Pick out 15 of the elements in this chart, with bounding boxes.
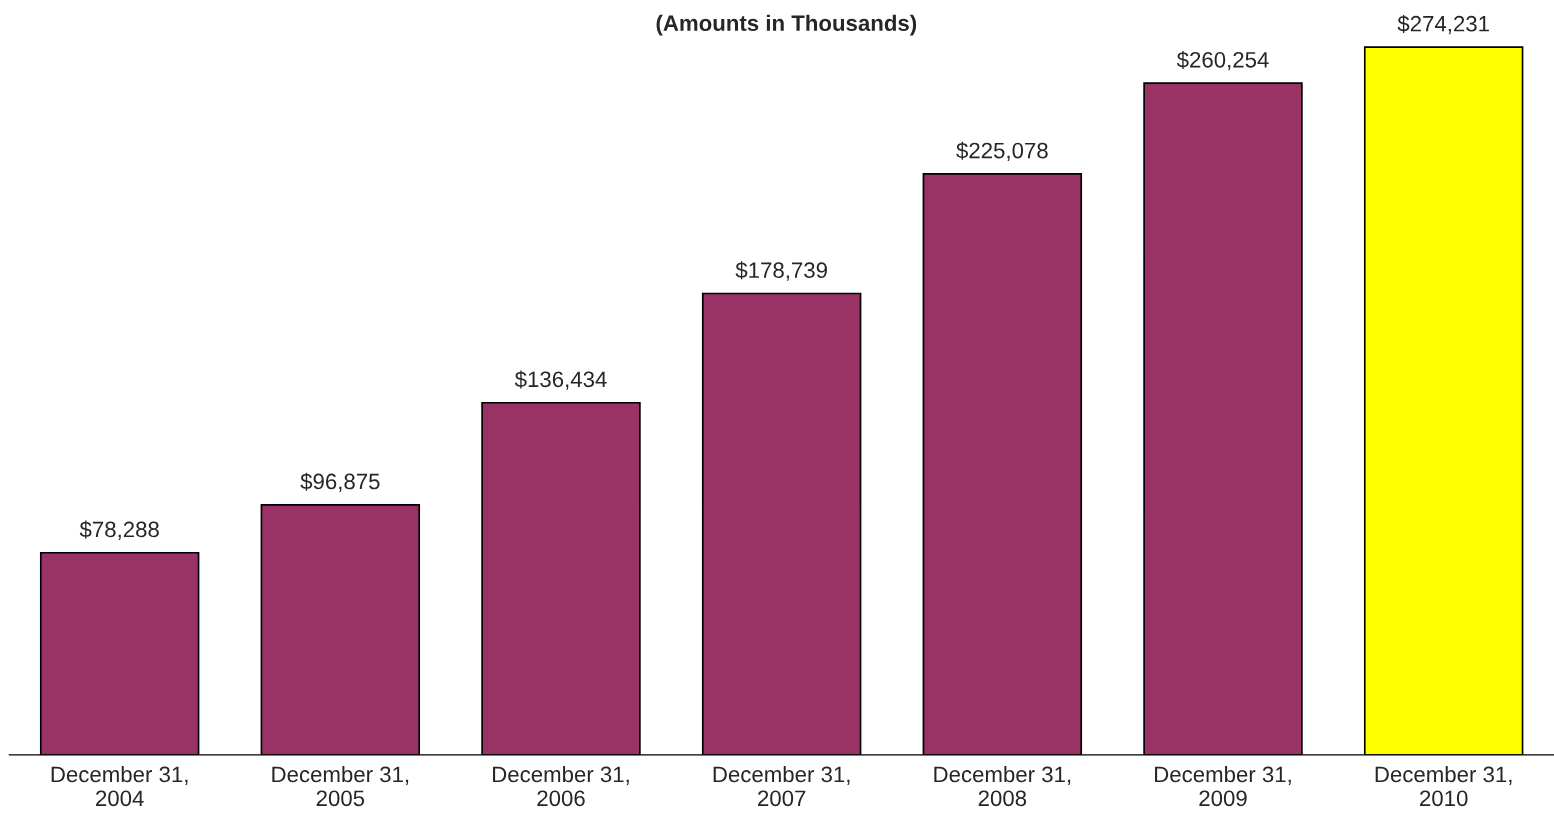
data-label: $260,254 bbox=[1176, 50, 1269, 71]
x-tick-label: December 31, 2005 bbox=[272, 765, 409, 807]
x-tick-label: December 31, 2009 bbox=[1155, 765, 1291, 807]
data-label: $178,739 bbox=[735, 261, 827, 281]
x-tick-label: December 31, 2010 bbox=[1375, 765, 1512, 807]
data-label: $78,288 bbox=[79, 520, 159, 540]
data-label: $136,434 bbox=[514, 370, 607, 390]
data-label: $274,231 bbox=[1397, 14, 1489, 35]
x-tick-label: December 31, 2007 bbox=[713, 765, 850, 807]
x-tick-label: December 31, 2008 bbox=[934, 765, 1071, 807]
chart-title: (Amounts in Thousands) bbox=[656, 14, 917, 36]
x-tick-label: December 31, 2004 bbox=[51, 765, 188, 807]
data-label: $96,875 bbox=[300, 472, 380, 492]
data-label: $225,078 bbox=[956, 141, 1048, 162]
x-tick-label: December 31, 2006 bbox=[493, 765, 629, 807]
